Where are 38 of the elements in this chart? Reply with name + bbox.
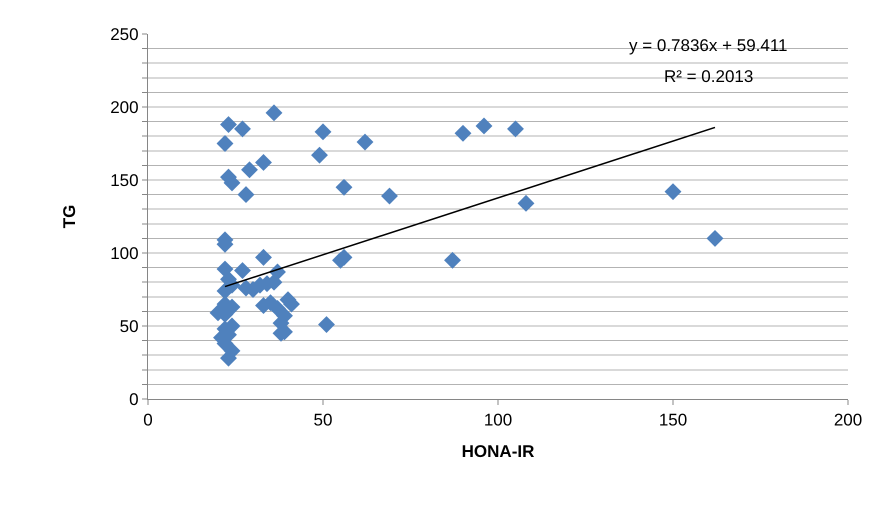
y-tick-label: 200 [110,98,139,117]
point [518,194,534,212]
x-tick-label: 0 [143,410,153,430]
point [356,134,374,150]
point [476,118,492,134]
point [381,188,398,205]
x-axis-title: HONA-IR [462,442,534,461]
point [234,120,251,138]
y-axis-title: TG [60,204,79,228]
annotation: R² = 0.2013 [664,67,754,86]
point [216,135,234,152]
point [664,183,682,200]
x-tick-label: 150 [658,410,688,430]
point [234,262,251,279]
point [311,146,328,164]
point [255,154,272,171]
point [444,252,461,269]
point [454,124,472,142]
x-tick-label: 200 [834,410,862,430]
point [507,120,524,138]
point [314,123,332,140]
point [336,178,352,196]
point [706,230,724,247]
y-tick-label: 50 [120,316,139,336]
annotation: y = 0.7836x + 59.411 [629,36,788,55]
point [241,161,258,178]
x-tick-label: 100 [484,410,512,430]
point [220,116,237,133]
y-tick-label: 250 [110,24,139,44]
point [266,104,282,122]
y-tick-label: 150 [110,170,139,190]
point [216,282,234,300]
point [238,186,254,204]
point [255,248,272,266]
point [318,316,335,333]
x-tick-label: 50 [314,410,332,430]
y-tick-label: 0 [129,390,139,409]
y-tick-label: 100 [110,244,139,263]
